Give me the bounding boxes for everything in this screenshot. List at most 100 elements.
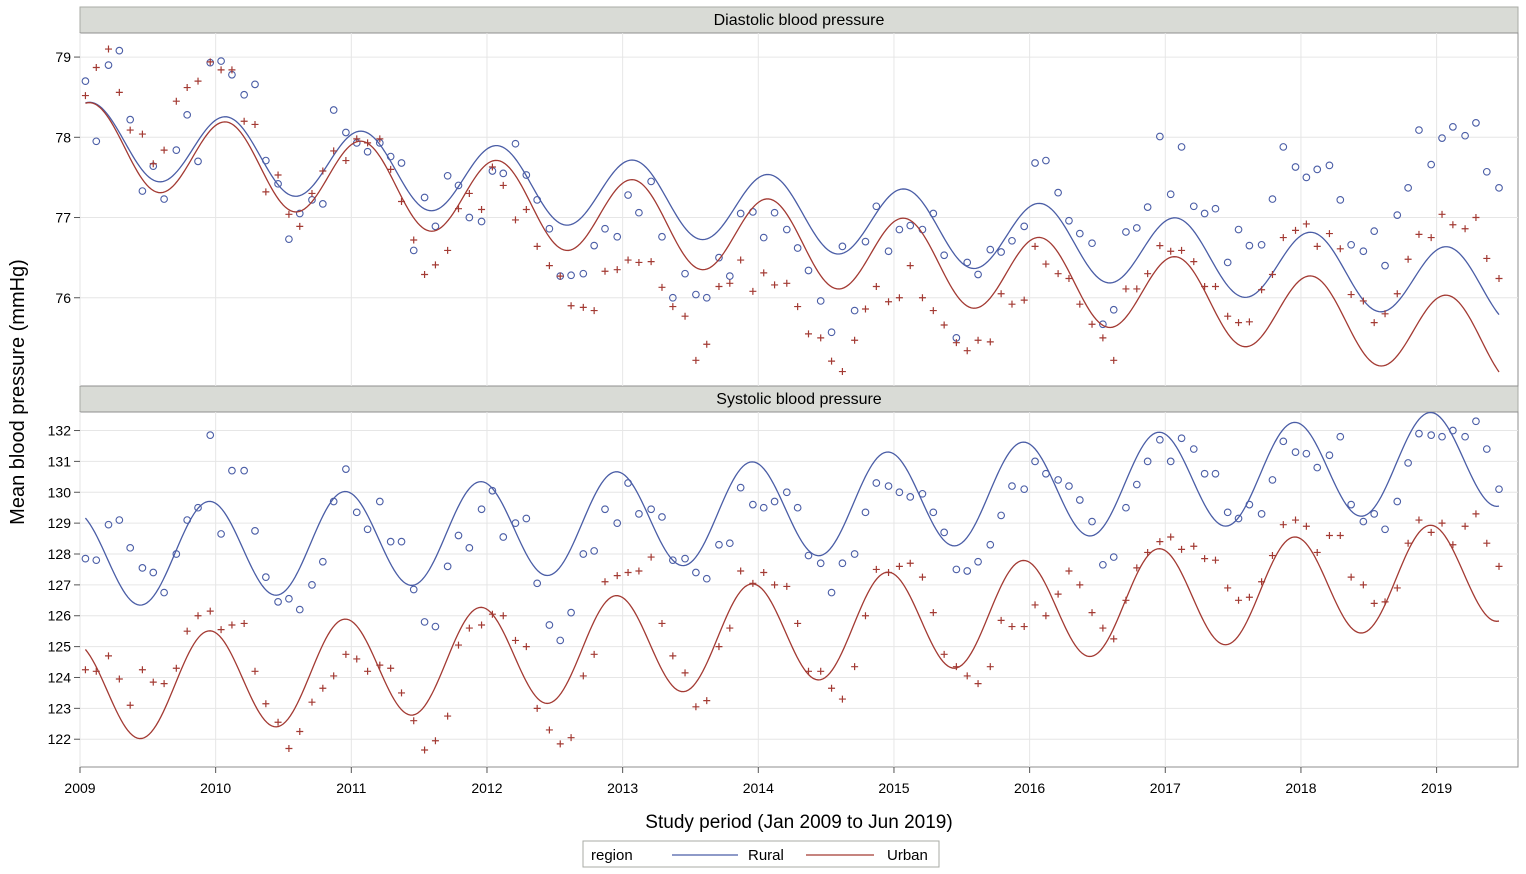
- systolic-urban-point-120: [1438, 519, 1446, 527]
- systolic-rural-point-5: [138, 564, 147, 572]
- diastolic-rural-point-19: [295, 209, 304, 218]
- systolic-urban-point-101: [1224, 584, 1232, 592]
- diastolic-rural-point-27: [386, 152, 395, 161]
- diastolic-urban-point-30: [421, 270, 429, 278]
- diastolic-urban-point-13: [228, 66, 236, 74]
- systolic-urban-point-114: [1370, 599, 1378, 607]
- diastolic-rural-point-80: [986, 245, 995, 254]
- systolic-rural-point-98: [1189, 445, 1198, 453]
- systolic-plot-frame: [79, 411, 1519, 768]
- systolic-urban-point-96: [1167, 533, 1175, 541]
- systolic-urban-point-40: [533, 704, 541, 712]
- systolic-rural-point-59: [749, 500, 757, 509]
- xtick-label-2018: 2018: [1285, 780, 1316, 796]
- systolic-urban-point-77: [952, 663, 960, 671]
- systolic-rural-point-80: [986, 540, 995, 549]
- diastolic-urban-point-113: [1359, 297, 1367, 305]
- systolic-rural-point-15: [251, 526, 259, 535]
- systolic-rural-point-57: [725, 539, 734, 548]
- diastolic-urban-point-53: [681, 312, 689, 320]
- diastolic-urban-point-86: [1054, 270, 1062, 278]
- systolic-urban-point-70: [872, 565, 880, 573]
- diastolic-urban-point-50: [647, 258, 655, 266]
- diastolic-urban-point-80: [986, 338, 994, 346]
- systolic-urban-point-87: [1065, 567, 1073, 575]
- diastolic-urban-point-91: [1110, 356, 1118, 364]
- systolic-urban-point-42: [556, 740, 564, 748]
- systolic-urban-point-46: [601, 578, 609, 586]
- systolic-urban-point-106: [1279, 521, 1287, 529]
- systolic-rural-point-99: [1200, 469, 1209, 478]
- diastolic-rural-point-88: [1075, 229, 1084, 238]
- diastolic-rural-point-32: [443, 171, 452, 180]
- diastolic-rural-fit-line: [85, 101, 1500, 316]
- systolic-rural-point-105: [1268, 476, 1277, 484]
- diastolic-urban-point-11: [206, 58, 214, 66]
- diastolic-urban-point-16: [262, 188, 270, 196]
- systolic-rural-point-120: [1438, 432, 1446, 441]
- diastolic-rural-point-8: [172, 146, 181, 154]
- systolic-urban-point-19: [296, 728, 304, 735]
- systolic-ytick-label-123: 123: [48, 700, 72, 716]
- systolic-urban-point-124: [1483, 539, 1491, 547]
- systolic-urban-point-76: [940, 650, 948, 658]
- systolic-urban-point-104: [1258, 578, 1266, 586]
- systolic-urban-point-33: [454, 641, 462, 649]
- diastolic-rural-point-76: [940, 251, 949, 260]
- systolic-urban-point-56: [715, 643, 723, 651]
- systolic-ytick-label-132: 132: [48, 423, 72, 439]
- systolic-urban-point-59: [749, 579, 757, 587]
- diastolic-rural-point-97: [1177, 143, 1186, 151]
- systolic-rural-point-54: [692, 568, 700, 577]
- systolic-rural-point-0: [81, 554, 90, 563]
- systolic-rural-point-14: [240, 466, 248, 475]
- systolic-urban-point-86: [1054, 590, 1062, 598]
- diastolic-rural-point-4: [126, 115, 135, 124]
- systolic-urban-point-111: [1336, 531, 1344, 539]
- systolic-urban-point-27: [387, 664, 395, 672]
- xtick-label-2016: 2016: [1014, 780, 1045, 796]
- systolic-rural-point-114: [1370, 510, 1379, 518]
- diastolic-rural-point-104: [1257, 240, 1266, 249]
- diastolic-rural-point-52: [668, 293, 677, 302]
- systolic-urban-point-74: [918, 573, 926, 581]
- diastolic-urban-point-120: [1438, 210, 1446, 218]
- systolic-urban-point-63: [794, 619, 802, 627]
- systolic-urban-point-49: [635, 567, 643, 575]
- systolic-urban-point-105: [1268, 552, 1276, 560]
- y-axis-label: Mean blood pressure (mmHg): [7, 259, 29, 525]
- systolic-urban-point-44: [579, 672, 587, 680]
- systolic-urban-point-10: [194, 612, 202, 620]
- diastolic-rural-point-29: [409, 246, 418, 255]
- diastolic-rural-point-98: [1189, 202, 1198, 211]
- systolic-rural-point-97: [1177, 434, 1186, 443]
- diastolic-urban-point-37: [499, 181, 507, 189]
- diastolic-urban-point-22: [330, 147, 338, 155]
- systolic-rural-point-68: [850, 550, 859, 558]
- systolic-urban-point-17: [274, 718, 282, 726]
- systolic-rural-point-26: [375, 497, 384, 506]
- systolic-urban-point-116: [1393, 584, 1401, 592]
- diastolic-urban-point-60: [760, 269, 768, 277]
- diastolic-rural-point-122: [1461, 131, 1469, 140]
- systolic-urban-point-45: [590, 650, 598, 658]
- systolic-rural-point-109: [1313, 463, 1322, 472]
- systolic-rural-point-35: [477, 505, 486, 514]
- legend-rural-label: Rural: [748, 847, 784, 864]
- systolic-rural-point-112: [1347, 500, 1355, 509]
- diastolic-rural-point-82: [1008, 236, 1016, 245]
- diastolic-urban-point-39: [522, 206, 530, 213]
- diastolic-rural-point-65: [816, 297, 825, 305]
- systolic-urban-point-37: [499, 612, 507, 620]
- systolic-urban-point-109: [1313, 548, 1321, 556]
- diastolic-rural-point-125: [1495, 183, 1503, 192]
- systolic-urban-point-16: [262, 700, 270, 708]
- diastolic-rural-point-23: [342, 128, 350, 137]
- diastolic-urban-point-27: [387, 165, 395, 173]
- systolic-urban-point-58: [737, 567, 745, 575]
- diastolic-urban-point-84: [1031, 242, 1039, 250]
- panel-diastolic-header: Diastolic blood pressure: [79, 6, 1519, 34]
- systolic-urban-point-0: [81, 666, 89, 674]
- systolic-rural-point-29: [409, 585, 418, 594]
- diastolic-urban-point-123: [1472, 214, 1480, 222]
